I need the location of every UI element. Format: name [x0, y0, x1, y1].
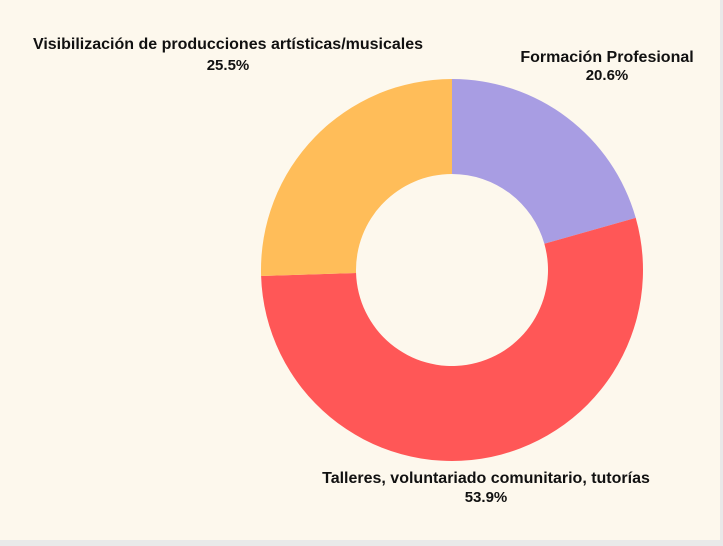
slice-talleres — [261, 217, 643, 461]
slice-value-formacion: 20.6% — [586, 67, 629, 84]
slice-label-formacion: Formación Profesional — [520, 49, 693, 66]
slice-label-visibilizacion: Visibilización de producciones artística… — [33, 36, 423, 53]
slice-value-visibilizacion: 25.5% — [207, 57, 250, 74]
slice-formacion — [452, 79, 636, 244]
donut-slices — [261, 79, 643, 461]
slice-visibilizacion — [261, 79, 452, 276]
slice-label-talleres: Talleres, voluntariado comunitario, tuto… — [322, 470, 650, 487]
slice-value-talleres: 53.9% — [465, 489, 508, 506]
